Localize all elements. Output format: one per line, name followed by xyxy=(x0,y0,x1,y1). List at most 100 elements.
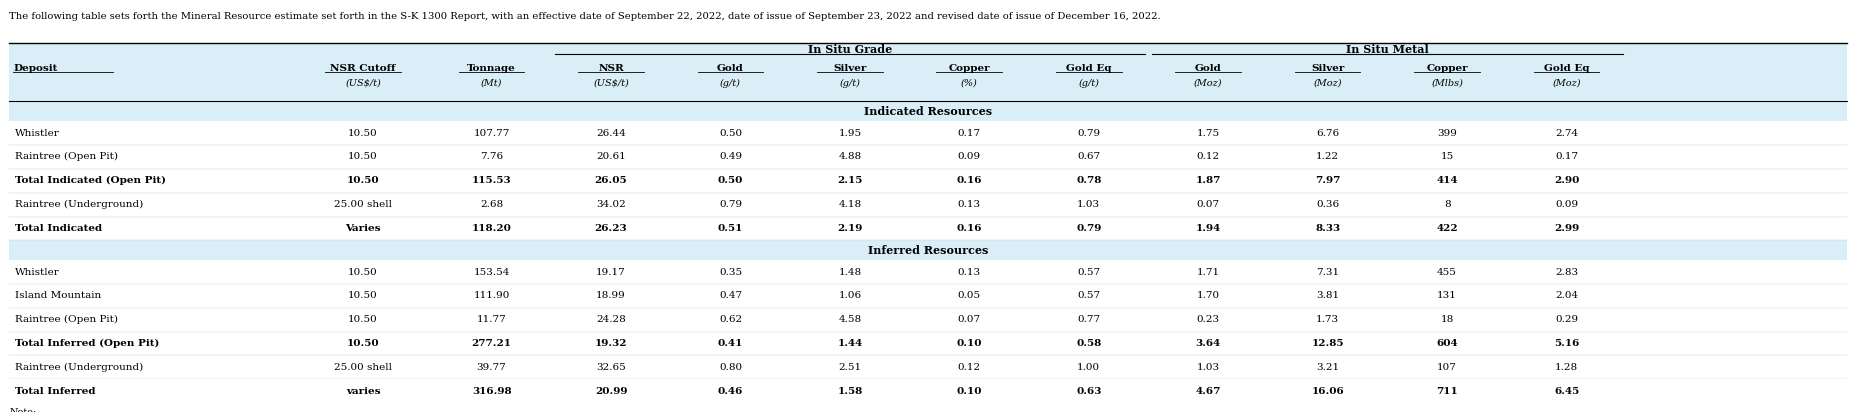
Text: 1.03: 1.03 xyxy=(1196,363,1219,372)
Text: Inferred Resources: Inferred Resources xyxy=(868,245,987,256)
Text: 12.85: 12.85 xyxy=(1311,339,1343,348)
Text: (g/t): (g/t) xyxy=(1078,79,1098,88)
Text: 10.50: 10.50 xyxy=(347,339,378,348)
Text: 399: 399 xyxy=(1436,129,1456,138)
Text: 2.04: 2.04 xyxy=(1554,291,1577,300)
Text: 34.02: 34.02 xyxy=(595,200,625,209)
Text: Gold Eq: Gold Eq xyxy=(1543,63,1588,73)
Text: 10.50: 10.50 xyxy=(349,267,378,276)
Text: 4.58: 4.58 xyxy=(838,315,861,324)
Text: 0.50: 0.50 xyxy=(718,176,742,185)
Text: 0.47: 0.47 xyxy=(718,291,742,300)
Text: (US$/t): (US$/t) xyxy=(345,79,380,88)
Text: Raintree (Open Pit): Raintree (Open Pit) xyxy=(15,152,117,162)
Text: 0.58: 0.58 xyxy=(1076,339,1100,348)
Text: 277.21: 277.21 xyxy=(471,339,512,348)
Text: 6.76: 6.76 xyxy=(1315,129,1339,138)
Text: 39.77: 39.77 xyxy=(477,363,506,372)
Text: 7.31: 7.31 xyxy=(1315,267,1339,276)
Text: 7.76: 7.76 xyxy=(480,152,503,162)
Text: 10.50: 10.50 xyxy=(347,176,378,185)
Text: 0.51: 0.51 xyxy=(718,224,742,233)
Text: 115.53: 115.53 xyxy=(471,176,512,185)
Text: 604: 604 xyxy=(1436,339,1458,348)
Text: 107: 107 xyxy=(1436,363,1456,372)
Text: 0.12: 0.12 xyxy=(1196,152,1219,162)
Text: Total Inferred (Open Pit): Total Inferred (Open Pit) xyxy=(15,339,160,348)
Text: 1.48: 1.48 xyxy=(838,267,861,276)
Text: 107.77: 107.77 xyxy=(473,129,510,138)
Bar xyxy=(9,240,1846,260)
Text: (Mt): (Mt) xyxy=(480,79,503,88)
Text: 0.10: 0.10 xyxy=(955,339,981,348)
Text: 0.80: 0.80 xyxy=(718,363,742,372)
Text: 0.13: 0.13 xyxy=(957,267,981,276)
Text: Note:: Note: xyxy=(9,408,37,412)
Text: 118.20: 118.20 xyxy=(471,224,512,233)
Text: 19.32: 19.32 xyxy=(594,339,627,348)
Text: 10.50: 10.50 xyxy=(349,315,378,324)
Text: 0.57: 0.57 xyxy=(1076,267,1100,276)
Text: 0.29: 0.29 xyxy=(1554,315,1577,324)
Text: varies: varies xyxy=(345,387,380,396)
Text: 0.16: 0.16 xyxy=(955,224,981,233)
Text: 20.99: 20.99 xyxy=(594,387,627,396)
Text: 0.63: 0.63 xyxy=(1076,387,1100,396)
Text: Total Indicated: Total Indicated xyxy=(15,224,102,233)
Text: 1.73: 1.73 xyxy=(1315,315,1339,324)
Text: 16.06: 16.06 xyxy=(1311,387,1343,396)
Text: 0.77: 0.77 xyxy=(1076,315,1100,324)
Text: 26.44: 26.44 xyxy=(595,129,625,138)
Text: 15: 15 xyxy=(1439,152,1452,162)
Text: 0.36: 0.36 xyxy=(1315,200,1339,209)
Text: 25.00 shell: 25.00 shell xyxy=(334,200,391,209)
Text: NSR: NSR xyxy=(597,63,623,73)
Text: 18: 18 xyxy=(1439,315,1452,324)
Text: 0.50: 0.50 xyxy=(718,129,742,138)
Text: 111.90: 111.90 xyxy=(473,291,510,300)
Text: 131: 131 xyxy=(1436,291,1456,300)
Bar xyxy=(9,121,1846,145)
Text: 3.21: 3.21 xyxy=(1315,363,1339,372)
Text: 0.35: 0.35 xyxy=(718,267,742,276)
Text: 2.90: 2.90 xyxy=(1553,176,1579,185)
Text: 11.77: 11.77 xyxy=(477,315,506,324)
Text: 1.00: 1.00 xyxy=(1076,363,1100,372)
Text: 1.44: 1.44 xyxy=(837,339,863,348)
Text: 1.70: 1.70 xyxy=(1196,291,1219,300)
Bar xyxy=(9,217,1846,240)
Text: 25.00 shell: 25.00 shell xyxy=(334,363,391,372)
Text: 2.19: 2.19 xyxy=(837,224,863,233)
Text: 2.51: 2.51 xyxy=(838,363,861,372)
Text: 0.46: 0.46 xyxy=(718,387,742,396)
Text: In Situ Metal: In Situ Metal xyxy=(1345,44,1428,55)
Bar xyxy=(9,145,1846,169)
Text: Silver: Silver xyxy=(833,63,866,73)
Text: 24.28: 24.28 xyxy=(595,315,625,324)
Bar xyxy=(9,169,1846,193)
Text: 10.50: 10.50 xyxy=(349,291,378,300)
Text: (Moz): (Moz) xyxy=(1193,79,1222,88)
Bar xyxy=(9,356,1846,379)
Text: 7.97: 7.97 xyxy=(1313,176,1339,185)
Text: 0.09: 0.09 xyxy=(957,152,981,162)
Text: Tonnage: Tonnage xyxy=(467,63,516,73)
Text: Gold: Gold xyxy=(716,63,744,73)
Text: 153.54: 153.54 xyxy=(473,267,510,276)
Text: 0.17: 0.17 xyxy=(957,129,981,138)
Text: 8: 8 xyxy=(1443,200,1449,209)
Text: 18.99: 18.99 xyxy=(595,291,625,300)
Text: Raintree (Underground): Raintree (Underground) xyxy=(15,363,143,372)
Text: 455: 455 xyxy=(1436,267,1456,276)
Text: (US$/t): (US$/t) xyxy=(594,79,629,88)
Text: (g/t): (g/t) xyxy=(838,79,861,88)
Text: 0.23: 0.23 xyxy=(1196,315,1219,324)
Text: 1.22: 1.22 xyxy=(1315,152,1339,162)
Text: 4.67: 4.67 xyxy=(1195,387,1221,396)
Text: 414: 414 xyxy=(1436,176,1456,185)
Text: 3.64: 3.64 xyxy=(1195,339,1221,348)
Bar xyxy=(9,193,1846,217)
Text: 0.79: 0.79 xyxy=(1076,224,1100,233)
Text: Gold Eq: Gold Eq xyxy=(1065,63,1111,73)
Text: (Mlbs): (Mlbs) xyxy=(1430,79,1462,88)
